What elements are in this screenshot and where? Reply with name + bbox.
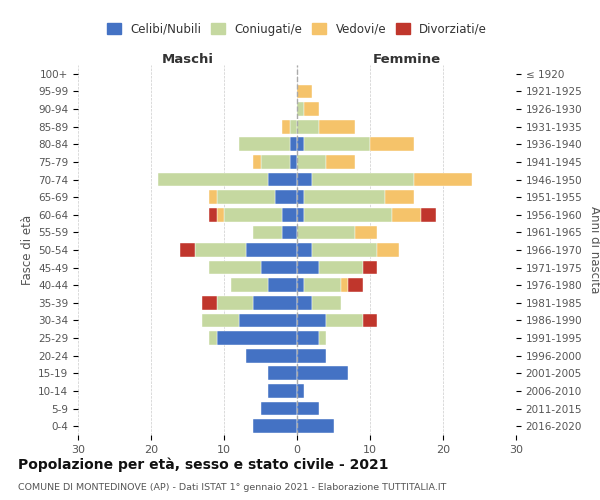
Bar xyxy=(297,226,355,239)
Bar xyxy=(253,155,260,169)
Bar xyxy=(297,102,304,116)
Bar xyxy=(297,402,319,415)
Bar xyxy=(348,278,363,292)
Bar xyxy=(297,260,319,274)
Bar xyxy=(283,208,297,222)
Bar xyxy=(362,314,377,328)
Bar xyxy=(355,226,377,239)
Bar xyxy=(297,172,311,186)
Bar xyxy=(297,120,319,134)
Text: Femmine: Femmine xyxy=(373,53,440,66)
Bar xyxy=(158,172,268,186)
Bar xyxy=(209,260,260,274)
Bar xyxy=(304,190,385,204)
Bar xyxy=(268,384,297,398)
Bar xyxy=(239,138,290,151)
Bar xyxy=(297,190,304,204)
Bar xyxy=(290,155,297,169)
Bar xyxy=(311,172,414,186)
Bar xyxy=(202,314,239,328)
Bar xyxy=(180,243,195,257)
Bar xyxy=(297,349,326,362)
Bar xyxy=(246,243,297,257)
Bar xyxy=(268,366,297,380)
Bar xyxy=(362,260,377,274)
Bar xyxy=(392,208,421,222)
Bar xyxy=(319,331,326,345)
Bar xyxy=(253,420,297,433)
Bar xyxy=(377,243,399,257)
Bar xyxy=(297,420,334,433)
Bar xyxy=(283,120,290,134)
Bar xyxy=(304,208,392,222)
Bar xyxy=(304,102,319,116)
Bar xyxy=(326,155,355,169)
Bar xyxy=(319,120,355,134)
Bar xyxy=(268,172,297,186)
Bar xyxy=(297,243,311,257)
Bar xyxy=(370,138,414,151)
Bar xyxy=(297,208,304,222)
Legend: Celibi/Nubili, Coniugati/e, Vedovi/e, Divorziati/e: Celibi/Nubili, Coniugati/e, Vedovi/e, Di… xyxy=(103,19,491,39)
Bar xyxy=(297,366,348,380)
Bar xyxy=(268,278,297,292)
Bar xyxy=(246,349,297,362)
Bar xyxy=(319,260,362,274)
Bar xyxy=(304,138,370,151)
Bar xyxy=(217,208,224,222)
Bar xyxy=(297,331,319,345)
Bar xyxy=(260,260,297,274)
Y-axis label: Anni di nascita: Anni di nascita xyxy=(588,206,600,294)
Bar xyxy=(253,226,283,239)
Y-axis label: Fasce di età: Fasce di età xyxy=(21,215,34,285)
Bar xyxy=(297,296,311,310)
Bar xyxy=(217,331,297,345)
Bar xyxy=(414,172,472,186)
Bar xyxy=(253,296,297,310)
Bar xyxy=(217,190,275,204)
Bar xyxy=(209,208,217,222)
Bar xyxy=(341,278,348,292)
Bar xyxy=(297,314,326,328)
Bar xyxy=(326,314,362,328)
Bar xyxy=(290,138,297,151)
Bar xyxy=(232,278,268,292)
Bar xyxy=(260,402,297,415)
Bar xyxy=(385,190,414,204)
Text: COMUNE DI MONTEDINOVE (AP) - Dati ISTAT 1° gennaio 2021 - Elaborazione TUTTITALI: COMUNE DI MONTEDINOVE (AP) - Dati ISTAT … xyxy=(18,484,446,492)
Bar xyxy=(290,120,297,134)
Bar xyxy=(311,296,341,310)
Bar xyxy=(283,226,297,239)
Bar xyxy=(239,314,297,328)
Text: Popolazione per età, sesso e stato civile - 2021: Popolazione per età, sesso e stato civil… xyxy=(18,458,389,472)
Bar xyxy=(275,190,297,204)
Bar xyxy=(297,84,311,98)
Bar xyxy=(297,155,326,169)
Bar xyxy=(297,278,304,292)
Bar xyxy=(224,208,283,222)
Bar xyxy=(217,296,253,310)
Bar xyxy=(297,138,304,151)
Bar xyxy=(311,243,377,257)
Bar xyxy=(202,296,217,310)
Bar xyxy=(209,190,217,204)
Bar xyxy=(195,243,246,257)
Bar xyxy=(304,278,341,292)
Text: Maschi: Maschi xyxy=(161,53,214,66)
Bar xyxy=(260,155,290,169)
Bar xyxy=(209,331,217,345)
Bar xyxy=(297,384,304,398)
Bar xyxy=(421,208,436,222)
